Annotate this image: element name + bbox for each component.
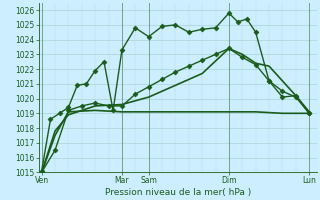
X-axis label: Pression niveau de la mer( hPa ): Pression niveau de la mer( hPa ): [105, 188, 251, 197]
